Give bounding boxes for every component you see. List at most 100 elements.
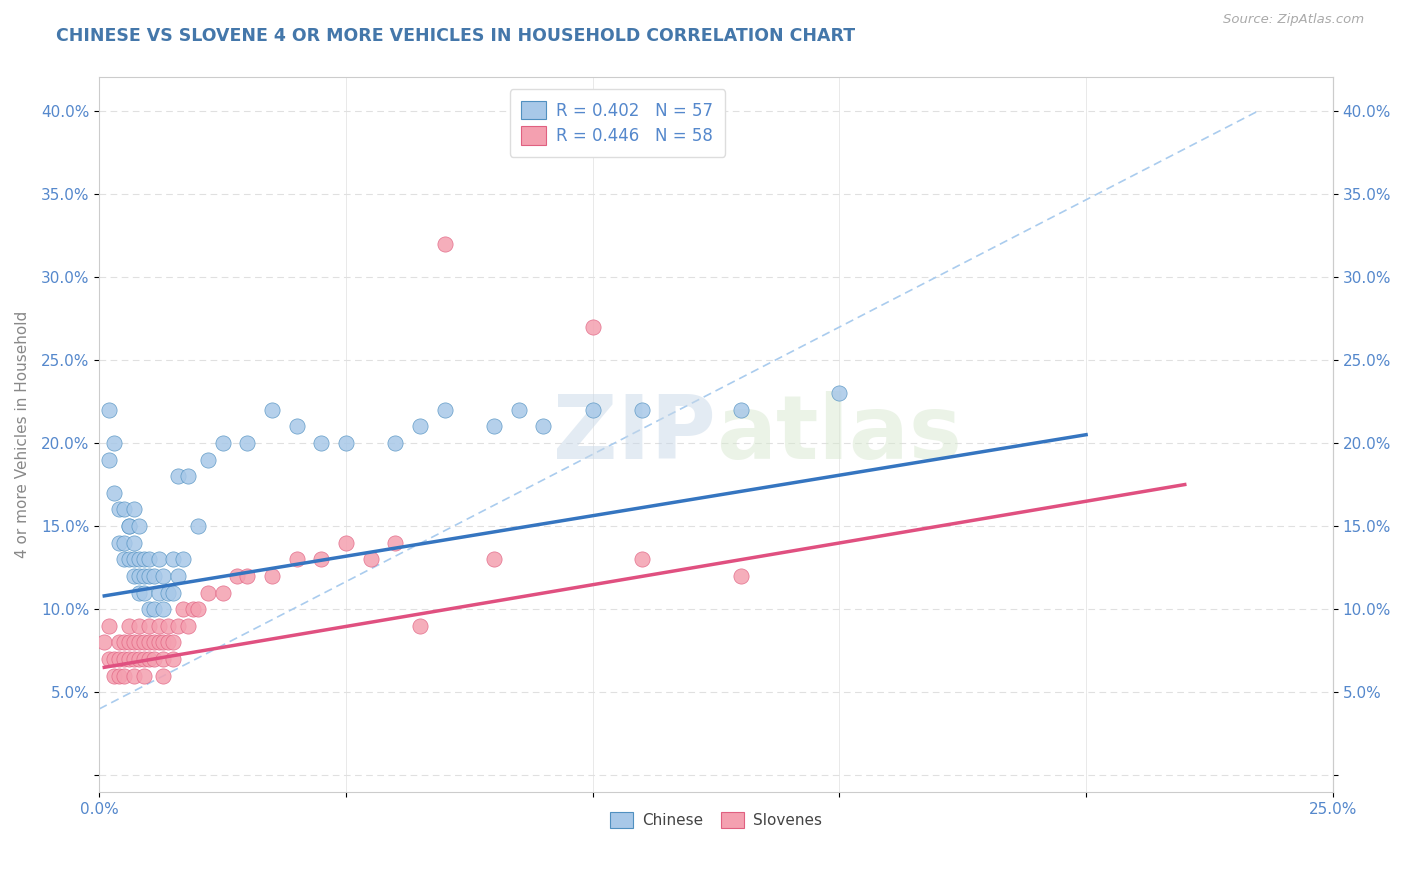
Point <box>108 652 131 666</box>
Point <box>122 502 145 516</box>
Point <box>631 402 654 417</box>
Point <box>128 585 150 599</box>
Point <box>384 436 406 450</box>
Point <box>167 619 190 633</box>
Point <box>211 436 233 450</box>
Point <box>112 652 135 666</box>
Point <box>108 502 131 516</box>
Point <box>138 635 160 649</box>
Point <box>197 452 219 467</box>
Point <box>132 635 155 649</box>
Text: atlas: atlas <box>716 392 962 478</box>
Point <box>157 635 180 649</box>
Point <box>157 619 180 633</box>
Point <box>112 552 135 566</box>
Point <box>122 535 145 549</box>
Point <box>335 436 357 450</box>
Point <box>236 436 259 450</box>
Point <box>730 402 752 417</box>
Point <box>98 452 121 467</box>
Point <box>285 419 308 434</box>
Point <box>118 619 141 633</box>
Point <box>260 402 283 417</box>
Point <box>152 569 174 583</box>
Point <box>122 569 145 583</box>
Point <box>172 552 194 566</box>
Point <box>142 602 165 616</box>
Point <box>409 619 432 633</box>
Point <box>128 652 150 666</box>
Point <box>187 602 209 616</box>
Point <box>132 585 155 599</box>
Point <box>384 535 406 549</box>
Point <box>226 569 249 583</box>
Point <box>260 569 283 583</box>
Point <box>152 602 174 616</box>
Point <box>128 552 150 566</box>
Point <box>122 668 145 682</box>
Point <box>142 569 165 583</box>
Point <box>103 436 125 450</box>
Point <box>311 552 333 566</box>
Point <box>122 635 145 649</box>
Point <box>211 585 233 599</box>
Point <box>118 635 141 649</box>
Point <box>177 469 200 483</box>
Point <box>236 569 259 583</box>
Point <box>103 486 125 500</box>
Point <box>112 535 135 549</box>
Point <box>118 552 141 566</box>
Point <box>112 635 135 649</box>
Point <box>138 652 160 666</box>
Point <box>157 585 180 599</box>
Point <box>103 668 125 682</box>
Point <box>582 402 605 417</box>
Point <box>128 619 150 633</box>
Text: CHINESE VS SLOVENE 4 OR MORE VEHICLES IN HOUSEHOLD CORRELATION CHART: CHINESE VS SLOVENE 4 OR MORE VEHICLES IN… <box>56 27 855 45</box>
Point <box>138 569 160 583</box>
Point <box>360 552 382 566</box>
Point <box>122 552 145 566</box>
Legend: Chinese, Slovenes: Chinese, Slovenes <box>603 805 828 834</box>
Point <box>108 635 131 649</box>
Point <box>98 619 121 633</box>
Point <box>433 236 456 251</box>
Point <box>138 552 160 566</box>
Point <box>152 668 174 682</box>
Point <box>152 652 174 666</box>
Point <box>138 619 160 633</box>
Point <box>128 635 150 649</box>
Point <box>631 552 654 566</box>
Point <box>128 569 150 583</box>
Point <box>128 519 150 533</box>
Point <box>148 635 170 649</box>
Point <box>162 552 184 566</box>
Point <box>118 652 141 666</box>
Point <box>118 519 141 533</box>
Point <box>142 635 165 649</box>
Y-axis label: 4 or more Vehicles in Household: 4 or more Vehicles in Household <box>15 311 30 558</box>
Point <box>197 585 219 599</box>
Point <box>311 436 333 450</box>
Point <box>181 602 204 616</box>
Point <box>138 602 160 616</box>
Point <box>148 619 170 633</box>
Point <box>148 552 170 566</box>
Point <box>142 652 165 666</box>
Point <box>103 652 125 666</box>
Point <box>162 585 184 599</box>
Point <box>508 402 530 417</box>
Point <box>177 619 200 633</box>
Point <box>162 635 184 649</box>
Point <box>582 319 605 334</box>
Point <box>132 652 155 666</box>
Point <box>108 668 131 682</box>
Point <box>132 569 155 583</box>
Point <box>167 469 190 483</box>
Text: ZIP: ZIP <box>554 392 716 478</box>
Point <box>93 635 115 649</box>
Point <box>531 419 554 434</box>
Point <box>98 652 121 666</box>
Text: Source: ZipAtlas.com: Source: ZipAtlas.com <box>1223 13 1364 27</box>
Point <box>132 552 155 566</box>
